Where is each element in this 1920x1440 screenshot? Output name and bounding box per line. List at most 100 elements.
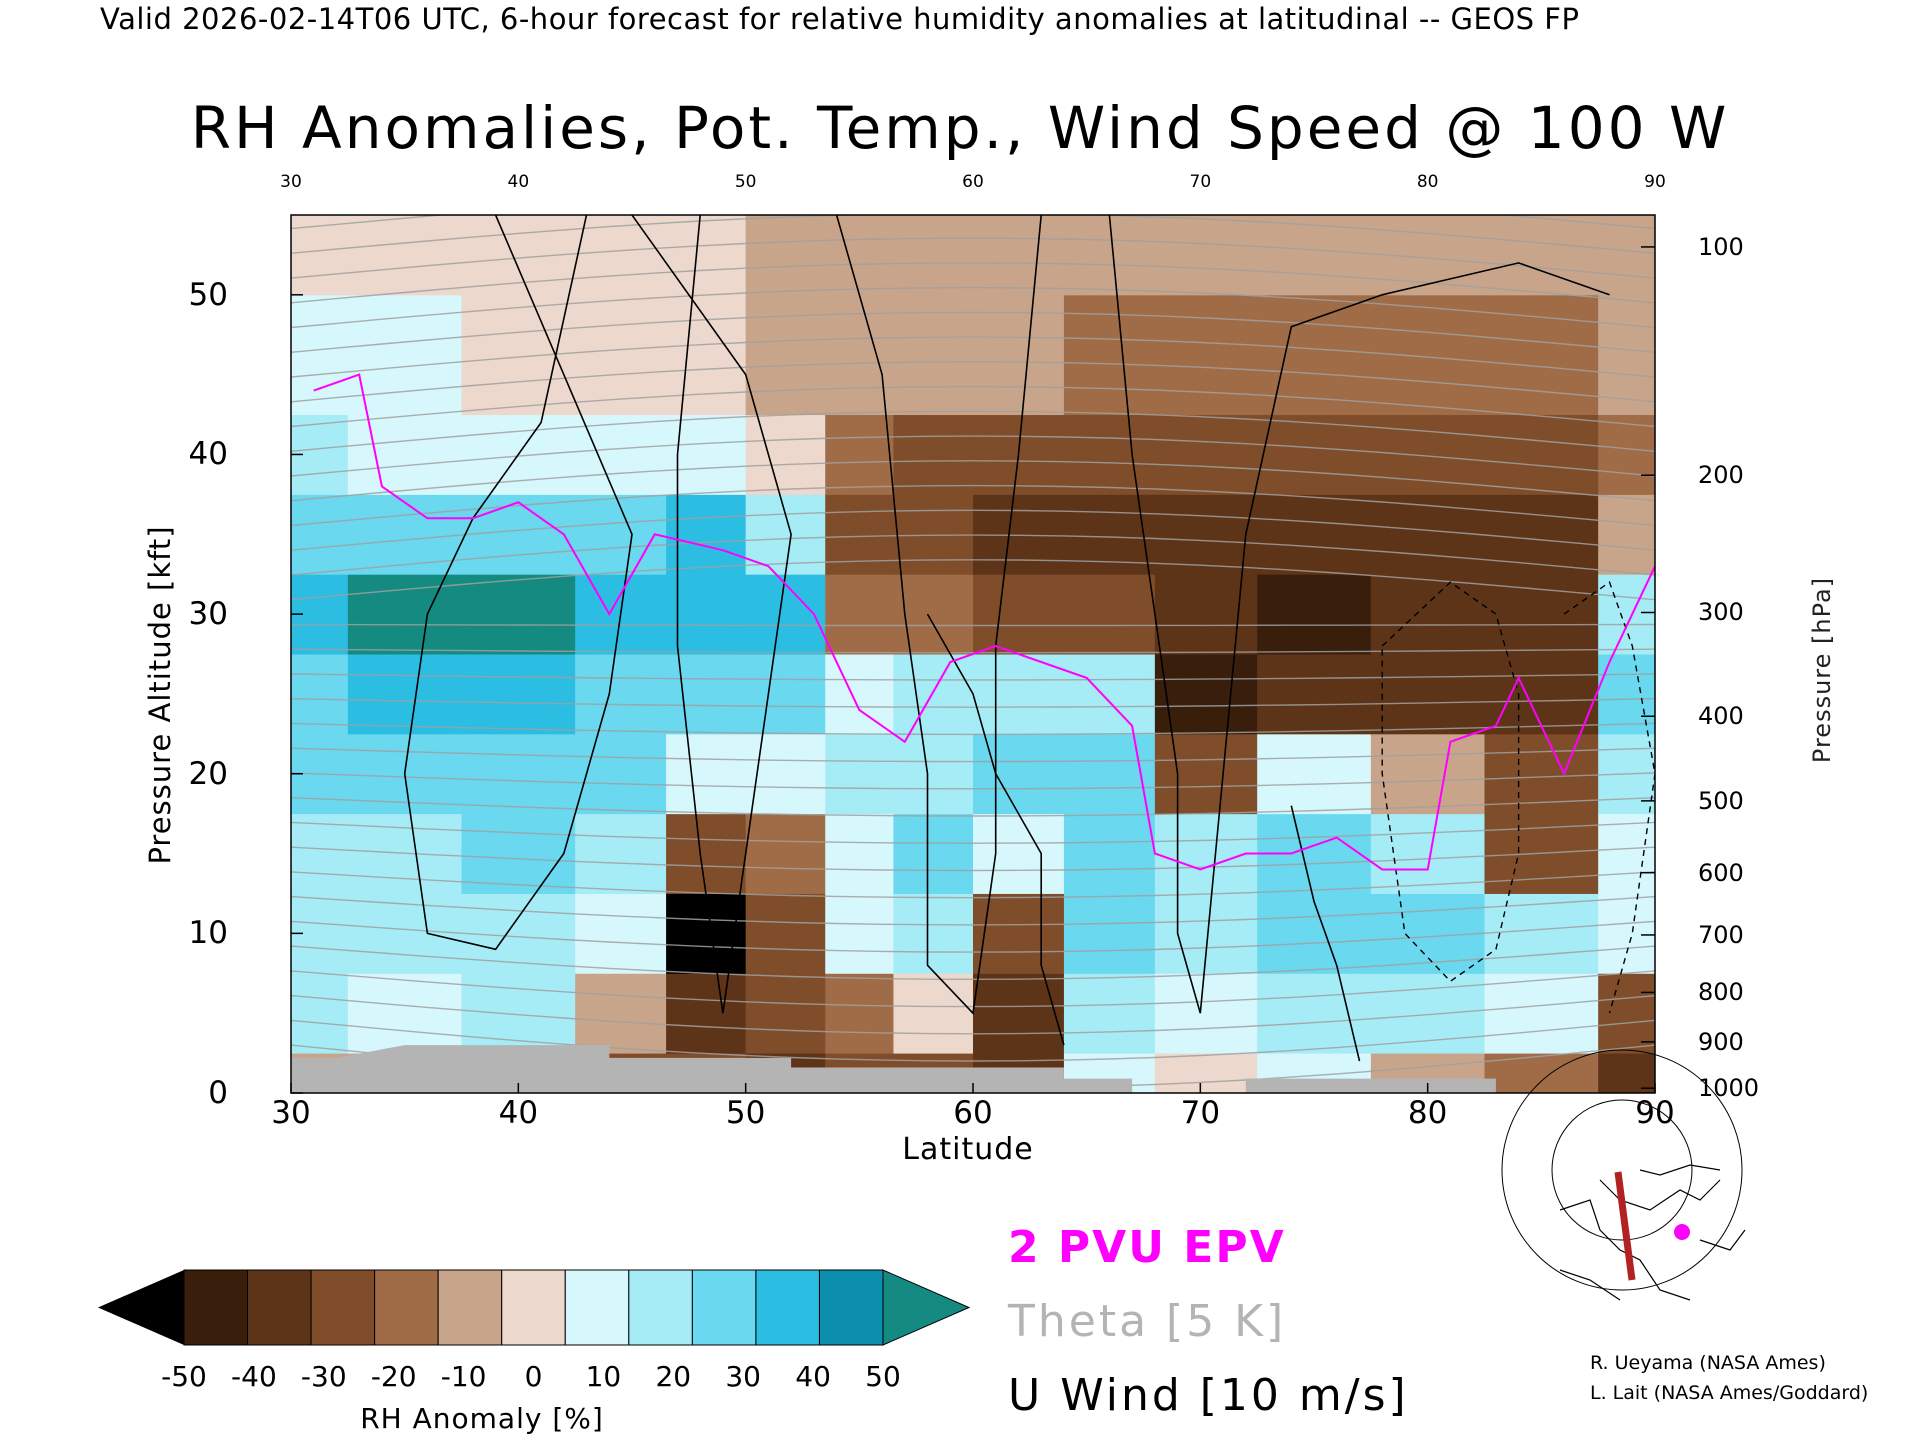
theta-contour — [291, 336, 1655, 378]
heatmap-cell — [666, 733, 747, 815]
heatmap-cell — [745, 893, 826, 974]
heatmap-cell — [666, 294, 747, 416]
heatmap-cell — [1598, 893, 1655, 974]
x-tick-label: 40 — [498, 1095, 539, 1131]
heatmap-cell — [291, 215, 349, 296]
heatmap-cell — [1598, 494, 1655, 575]
heatmap-cell — [347, 215, 462, 296]
colorbar-tick-label: 30 — [725, 1360, 762, 1393]
heatmap-cell — [1370, 414, 1485, 495]
heatmap-cell — [893, 893, 974, 974]
heatmap-cell — [973, 813, 1065, 894]
colorbar-segment — [755, 1269, 820, 1346]
theta-contour — [291, 623, 1655, 627]
heatmap-cell — [893, 973, 974, 1054]
colorbar-segment — [183, 1269, 249, 1346]
heatmap-cell — [893, 813, 974, 894]
colorbar-segment — [691, 1269, 757, 1346]
x-top-tick-label: 30 — [280, 172, 302, 192]
theta-contour — [291, 895, 1655, 926]
theta-contour — [291, 237, 1655, 279]
inset-map-circle — [1551, 1099, 1693, 1241]
theta-contour — [291, 1019, 1655, 1062]
heatmap-cell — [1063, 893, 1156, 974]
theta-contour — [291, 821, 1655, 844]
x-top-tick-label: 40 — [507, 172, 530, 192]
heatmap-cell — [347, 654, 462, 735]
colorbar-segment — [374, 1269, 439, 1346]
heatmap-cell — [575, 294, 667, 416]
pressure-tick-label: 800 — [1698, 978, 1744, 1007]
heatmap-cell — [461, 733, 576, 815]
heatmap-cell — [347, 893, 462, 974]
theta-contour — [291, 559, 1655, 601]
theta-contour — [291, 262, 1655, 304]
heatmap-cell — [973, 215, 1065, 296]
heatmap-cell — [1598, 414, 1655, 495]
u-wind-contour — [403, 215, 633, 951]
colorbar-tick-label: -40 — [231, 1360, 277, 1393]
heatmap-cell — [1257, 654, 1372, 735]
heatmap-cell — [825, 733, 894, 815]
heatmap-cell — [347, 973, 462, 1054]
theta-contour — [291, 648, 1655, 654]
heatmap-cell — [893, 574, 974, 655]
chart-title: RH Anomalies, Pot. Temp., Wind Speed @ 1… — [190, 94, 1730, 162]
colorbar-tick-label: 0 — [524, 1360, 543, 1393]
heatmap-cell — [1063, 414, 1156, 495]
heatmap-cell — [347, 294, 462, 416]
heatmap-cell — [745, 494, 826, 575]
plot-area — [291, 215, 1655, 1093]
heatmap-cell — [666, 215, 747, 296]
y-tick-label: 0 — [208, 1075, 228, 1111]
colorbar-under-arrow — [98, 1270, 184, 1345]
heatmap-cell — [575, 215, 667, 296]
u-wind-contour — [631, 215, 792, 1014]
u-wind-contour-negative — [1563, 581, 1655, 1014]
heatmap-cell — [575, 813, 667, 894]
heatmap-cell — [1257, 215, 1372, 296]
heatmap-cell — [825, 215, 894, 296]
pressure-tick-label: 500 — [1698, 786, 1744, 815]
heatmap-cell — [973, 973, 1065, 1054]
colorbar-tick-label: -20 — [370, 1360, 417, 1393]
heatmap-cell — [1598, 215, 1655, 296]
u-wind-contour-negative — [1381, 581, 1520, 983]
colorbar-tick-label: -30 — [300, 1360, 347, 1393]
theta-contour — [291, 215, 1655, 254]
theta-contour — [291, 435, 1655, 477]
heatmap-cell — [575, 973, 667, 1054]
colorbar-segment — [247, 1269, 312, 1346]
heatmap-cell — [1370, 813, 1485, 894]
heatmap-cell — [1257, 494, 1372, 575]
pressure-tick-label: 300 — [1698, 598, 1744, 627]
colorbar-segment — [818, 1269, 884, 1346]
theta-contour — [291, 534, 1655, 576]
heatmap-cell — [1154, 574, 1258, 655]
heatmap-cell — [1484, 893, 1599, 974]
colorbar-tick-label: -50 — [161, 1360, 207, 1393]
heatmap-cell — [291, 654, 349, 735]
heatmap-cell — [973, 294, 1065, 416]
heatmap-cell — [893, 414, 974, 495]
heatmap-cell — [1598, 973, 1655, 1054]
heatmap-cell — [666, 574, 747, 655]
colorbar-segment — [437, 1269, 503, 1346]
heatmap-cell — [575, 893, 667, 974]
theta-contour — [291, 994, 1655, 1035]
heatmap-cell — [745, 654, 826, 735]
y-tick-label: 30 — [188, 596, 228, 633]
theta-contour — [291, 797, 1655, 817]
heatmap-cell — [1484, 654, 1599, 735]
y-tick-label: 40 — [188, 436, 228, 473]
u-wind-contour — [926, 613, 1065, 1046]
theta-contour — [291, 846, 1655, 872]
heatmap-cell — [745, 733, 826, 815]
heatmap-cell — [1257, 733, 1372, 815]
heatmap-cell — [461, 574, 576, 655]
inset-map-coastlines — [1559, 1164, 1746, 1301]
heatmap-cell — [461, 654, 576, 735]
heatmap-cell — [461, 494, 576, 575]
theta-contour — [291, 311, 1655, 353]
terrain-mask — [291, 1045, 1655, 1093]
